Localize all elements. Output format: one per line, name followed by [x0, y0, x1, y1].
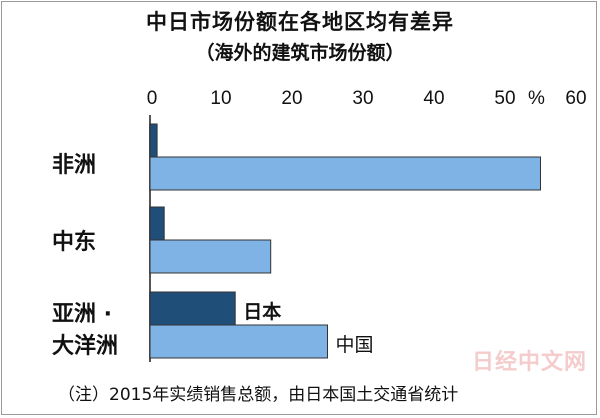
bar-china-2 [149, 324, 328, 359]
series-label-china: 中国 [335, 334, 374, 356]
category-label: 亚洲 · [52, 302, 113, 327]
category-label: 大洋洲 [52, 334, 119, 359]
x-tick-label: 30 [352, 88, 374, 109]
chart-subtitle: （海外的建筑市场份额） [195, 42, 405, 64]
bar-japan-2 [149, 291, 236, 326]
category-label: 非洲 [52, 153, 97, 178]
bar-japan-0 [149, 123, 158, 158]
category-label: 中东 [52, 230, 97, 255]
bar-japan-1 [149, 206, 165, 241]
x-tick-label: 0 [146, 88, 158, 109]
x-tick-label: 50 [494, 88, 516, 109]
x-tick-label: 10 [210, 88, 232, 109]
series-label-japan: 日本 [243, 301, 282, 323]
chart-title: 中日市场份额在各地区均有差异 [146, 10, 454, 34]
watermark-logo: 日经中文网 [472, 350, 588, 375]
x-tick-label: 20 [281, 88, 303, 109]
x-tick-label: 60 [565, 88, 587, 109]
bar-china-0 [149, 156, 541, 191]
x-tick-label: 40 [423, 88, 445, 109]
bar-china-1 [149, 239, 272, 274]
x-axis-unit: % [528, 88, 545, 109]
footnote: （注）2015年实绩销售总额，由日本国土交通省统计 [58, 385, 459, 405]
